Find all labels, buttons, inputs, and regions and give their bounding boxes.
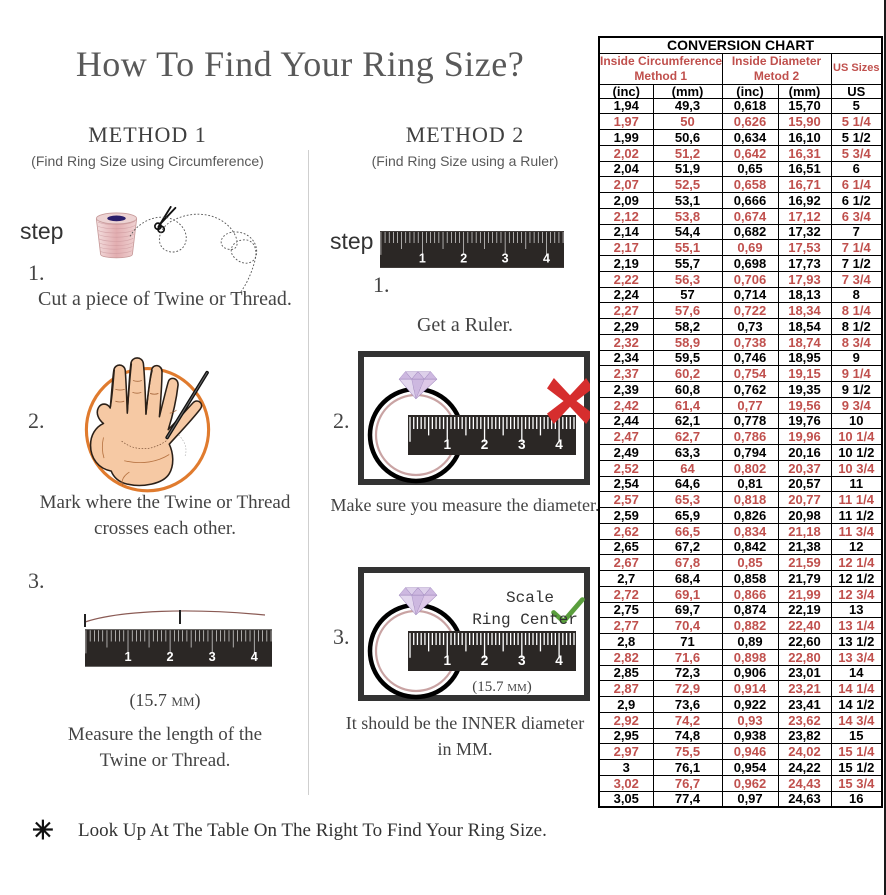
svg-text:2: 2 <box>481 437 489 452</box>
svg-text:2: 2 <box>481 653 489 668</box>
svg-text:(15.7 mm): (15.7 mm) <box>472 679 532 695</box>
svg-text:2: 2 <box>167 649 174 664</box>
svg-text:1: 1 <box>443 653 451 668</box>
svg-text:Scale: Scale <box>506 589 554 607</box>
svg-text:3: 3 <box>502 251 509 265</box>
svg-text:4: 4 <box>555 653 563 668</box>
svg-text:3: 3 <box>518 653 526 668</box>
svg-text:3: 3 <box>518 437 526 452</box>
svg-text:3: 3 <box>209 649 216 664</box>
svg-text:4: 4 <box>555 437 563 452</box>
svg-text:1: 1 <box>443 437 451 452</box>
svg-text:4: 4 <box>543 251 550 265</box>
svg-text:2: 2 <box>460 251 467 265</box>
svg-text:4: 4 <box>251 649 258 664</box>
svg-text:1: 1 <box>124 649 131 664</box>
svg-text:1: 1 <box>419 251 426 265</box>
svg-text:Ring Center: Ring Center <box>472 611 578 629</box>
